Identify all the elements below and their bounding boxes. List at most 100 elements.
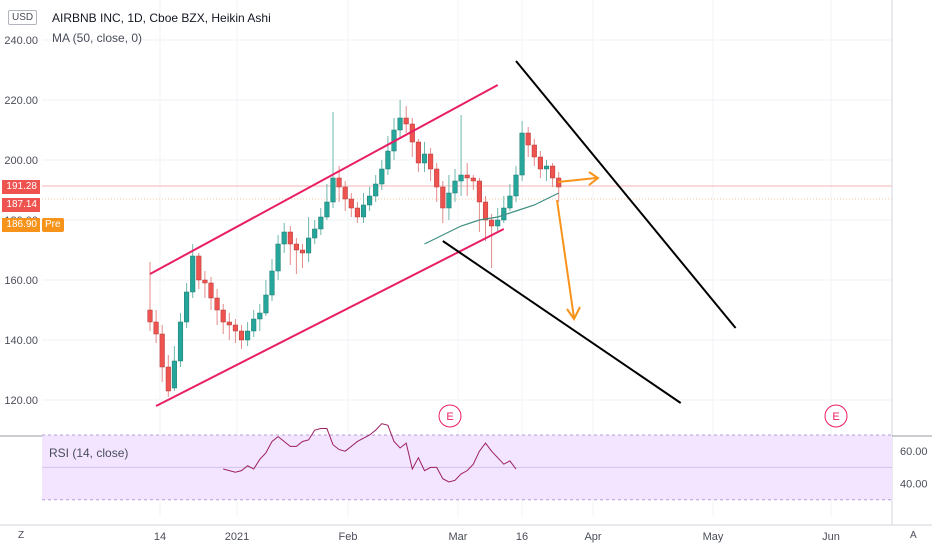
- rsi-tick-label: 60.00: [900, 446, 928, 458]
- candle-body: [336, 177, 342, 188]
- candle-body: [190, 255, 196, 293]
- candle-body: [220, 309, 226, 323]
- candle-body: [397, 117, 403, 131]
- candle-body: [537, 156, 543, 170]
- ma-indicator-label[interactable]: MA (50, close, 0): [52, 31, 143, 45]
- candle-body: [287, 231, 293, 245]
- time-tick-label: Mar: [449, 531, 468, 543]
- candle-body: [513, 174, 519, 197]
- candle-body: [495, 219, 501, 227]
- candle-body: [446, 192, 452, 209]
- auto-scale-left-button[interactable]: Z: [18, 530, 25, 541]
- candle-body: [385, 150, 391, 170]
- candle-body: [306, 237, 312, 254]
- candle-body: [269, 270, 275, 296]
- time-tick-label: Apr: [584, 531, 601, 543]
- candle-body: [428, 153, 434, 170]
- arrow-down-head: [566, 306, 581, 321]
- candle-body: [354, 207, 360, 218]
- candle-body: [299, 249, 306, 254]
- candle-body: [531, 144, 537, 158]
- channel-lower-line: [155, 228, 505, 407]
- trend-upper-line: [515, 60, 737, 329]
- candle-body: [312, 228, 318, 239]
- price-tick-label: 120.00: [4, 395, 38, 407]
- price-tick-label: 140.00: [4, 335, 38, 347]
- candle-body: [543, 165, 550, 170]
- earnings-marker-label: E: [832, 411, 839, 423]
- ma-price-tag: 187.14: [2, 198, 40, 212]
- candle-body: [159, 333, 165, 368]
- candle-body: [281, 231, 287, 245]
- candle-body: [153, 321, 159, 335]
- candle-body: [342, 186, 348, 200]
- candle-body: [165, 366, 171, 392]
- auto-scale-right-button[interactable]: A: [910, 530, 917, 541]
- arrow-down-line: [556, 199, 575, 319]
- rsi-line: [223, 423, 517, 483]
- premarket-badge: Pre: [42, 218, 64, 232]
- candle-body: [373, 183, 379, 197]
- rsi-indicator-label[interactable]: RSI (14, close): [49, 446, 129, 460]
- earnings-marker: [824, 404, 848, 428]
- candle-body: [458, 174, 464, 182]
- candle-body: [415, 141, 421, 164]
- candle-body: [232, 324, 238, 332]
- price-tick-label: 200.00: [4, 155, 38, 167]
- price-tick-label: 220.00: [4, 95, 38, 107]
- candle-body: [238, 330, 245, 341]
- candle-body: [440, 186, 446, 209]
- time-tick-label: 14: [154, 531, 166, 543]
- candle-body: [251, 318, 257, 332]
- candle-body: [348, 198, 354, 209]
- earnings-marker: [438, 404, 462, 428]
- candle-body: [489, 219, 495, 227]
- candle-body: [367, 195, 373, 206]
- candle-body: [464, 174, 470, 179]
- candle-body: [550, 165, 556, 179]
- rsi-tick-label: 40.00: [900, 479, 928, 491]
- time-tick-label: Feb: [339, 531, 358, 543]
- time-tick-label: 2021: [225, 531, 249, 543]
- candle-body: [293, 243, 299, 251]
- candle-body: [330, 177, 336, 203]
- candle-body: [184, 291, 190, 323]
- candle-body: [214, 297, 220, 311]
- candle-body: [147, 309, 153, 323]
- candle-body: [257, 312, 263, 320]
- time-tick-label: 16: [516, 531, 528, 543]
- candle-body: [525, 132, 531, 146]
- price-tick-label: 160.00: [4, 275, 38, 287]
- candle-body: [452, 180, 458, 194]
- candle-body: [482, 201, 489, 221]
- candle-body: [318, 216, 324, 230]
- channel-upper-line: [149, 84, 499, 275]
- candle-body: [177, 321, 184, 362]
- candle-body: [519, 132, 525, 176]
- ma-line: [424, 192, 559, 245]
- candle-body: [208, 282, 214, 299]
- candle-body: [507, 195, 513, 209]
- trend-lower-line: [442, 240, 682, 404]
- earnings-marker-label: E: [446, 411, 453, 423]
- premarket-price-tag: 186.90: [2, 218, 40, 232]
- candle-body: [379, 168, 385, 185]
- candle-body: [421, 153, 428, 164]
- time-tick-label: Jun: [822, 531, 840, 543]
- candle-body: [263, 294, 269, 314]
- candle-body: [226, 321, 232, 326]
- last-price-tag: 191.28: [2, 180, 40, 194]
- candle-body: [360, 204, 367, 218]
- candle-body: [324, 201, 330, 218]
- time-tick-label: May: [703, 531, 724, 543]
- candle-body: [171, 360, 177, 389]
- arrow-right-line: [557, 177, 597, 183]
- candle-body: [275, 243, 281, 272]
- arrow-right-head: [588, 171, 600, 186]
- candle-body: [196, 255, 202, 281]
- candle-body: [470, 177, 476, 182]
- price-tick-label: 240.00: [4, 35, 38, 47]
- currency-unit-label[interactable]: USD: [8, 10, 38, 25]
- symbol-title: AIRBNB INC, 1D, Cboe BZX, Heikin Ashi: [52, 11, 271, 25]
